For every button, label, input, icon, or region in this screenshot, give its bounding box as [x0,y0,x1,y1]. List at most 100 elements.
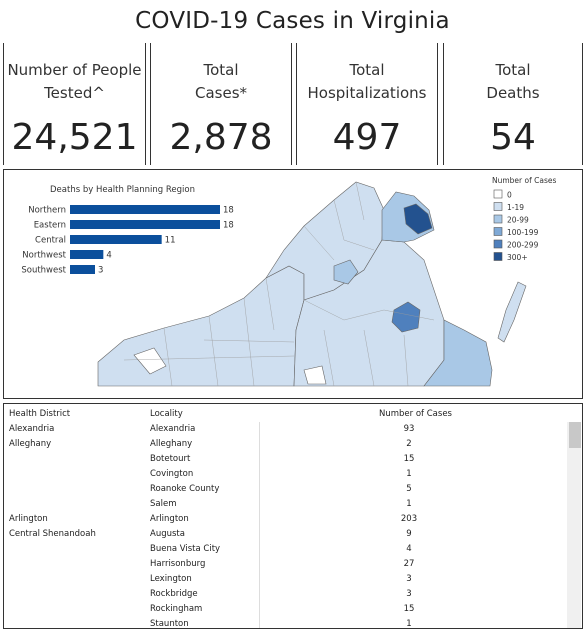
kpi-label-line2: Tested^ [44,84,105,102]
bar-chart: Northern 18 Eastern 18 Central 11 Northwest 4 So… [21,205,234,276]
table-row[interactable]: Central Shenandoah Augusta 9 [4,527,566,542]
scrollbar-thumb[interactable] [569,422,581,448]
legend-swatch[interactable] [493,227,503,236]
bar-value-label: 4 [106,251,111,261]
table-row[interactable]: Staunton 1 [4,617,566,629]
cell-locality: Augusta [150,529,185,539]
legend-swatch[interactable] [493,252,503,261]
kpi-label: Total Cases* [151,43,291,105]
bar-category-label: Northwest [22,251,66,261]
table-row[interactable]: Alexandria Alexandria 93 [4,422,566,437]
table-header-district[interactable]: Health District [9,409,71,419]
cell-district: Central Shenandoah [9,529,96,539]
kpi-label-line1: Total [349,61,385,79]
table-row[interactable]: Botetourt 15 [4,452,566,467]
cell-cases: 203 [400,514,418,524]
cell-cases: 27 [403,559,415,569]
cell-locality: Rockingham [150,604,203,614]
legend-title: Number of Cases [492,176,556,185]
table-scrollbar[interactable] [567,422,581,628]
cell-locality: Botetourt [150,454,191,464]
table-row[interactable]: Harrisonburg 27 [4,557,566,572]
kpi-label-line2: Deaths [486,84,540,102]
cell-district: Arlington [9,514,48,524]
cell-locality: Staunton [150,619,189,629]
cell-cases: 3 [406,589,412,599]
legend-swatch[interactable] [493,202,503,211]
cell-cases: 9 [406,529,412,539]
table-header-cases[interactable]: Number of Cases [379,409,452,419]
legend-label: 20-99 [507,216,529,225]
column-divider [259,422,260,628]
kpi-label: Number of People Tested^ [4,43,145,105]
legend-label: 300+ [507,253,528,262]
bar-value-label: 18 [223,206,234,216]
map-region-southwest[interactable] [97,265,305,387]
map-region-harrisonburg[interactable] [333,259,359,285]
cell-cases: 1 [406,619,412,629]
kpi-total-hospitalizations[interactable]: Total Hospitalizations 497 [296,43,438,165]
cell-locality: Lexington [150,574,192,584]
cell-locality: Buena Vista City [150,544,221,554]
page-title: COVID-19 Cases in Virginia [135,8,450,34]
cell-locality: Harrisonburg [150,559,206,569]
map-region-white-counties[interactable] [133,347,327,385]
cell-cases: 1 [406,469,412,479]
table-row[interactable]: Rockingham 15 [4,602,566,617]
kpi-total-cases[interactable]: Total Cases* 2,878 [150,43,292,165]
map-region-eastern-shore[interactable] [497,281,527,343]
map-region-richmond[interactable] [391,301,421,333]
table-row[interactable]: Arlington Arlington 203 [4,512,566,527]
kpi-label-line2: Cases* [194,84,248,102]
legend-label: 200-299 [507,241,539,250]
bar-value-label: 3 [98,266,103,276]
legend-swatch[interactable] [493,239,503,249]
cell-cases: 15 [403,604,415,614]
cell-locality: Salem [150,499,177,509]
kpi-label: Total Hospitalizations [297,43,437,105]
cell-district: Alleghany [9,439,52,449]
bar-southwest[interactable] [70,265,95,274]
legend-swatch[interactable] [493,189,503,199]
virginia-map[interactable] [97,181,527,387]
legend-label: 1-19 [507,203,524,212]
bar-category-label: Northern [28,206,66,216]
kpi-label-line2: Hospitalizations [307,84,427,102]
legend-swatch[interactable] [493,214,503,224]
table-row[interactable]: Covington 1 [4,467,566,482]
table-header-locality[interactable]: Locality [150,409,183,419]
kpi-total-deaths[interactable]: Total Deaths 54 [443,43,583,165]
cases-table[interactable]: Health District Locality Number of Cases… [3,403,583,629]
map-legend: 0 1-19 20-99 100-199 200-299 300+ [493,189,539,262]
table-row[interactable]: Alleghany Alleghany 2 [4,437,566,452]
kpi-value: 2,878 [169,117,273,158]
table-row[interactable]: Salem 1 [4,497,566,512]
cell-cases: 3 [406,574,412,584]
bar-category-label: Eastern [34,221,66,231]
map-region-central[interactable] [293,239,445,387]
table-row[interactable]: Roanoke County 5 [4,482,566,497]
map-chart-svg: Deaths by Health Planning Region Norther… [21,176,556,387]
bar-eastern[interactable] [70,220,220,229]
map-region-eastern[interactable] [423,319,493,387]
map-region-northern-dense[interactable] [403,203,433,235]
bar-central[interactable] [70,235,162,244]
county-borders [123,181,435,387]
table-row[interactable]: Lexington 3 [4,572,566,587]
cell-locality: Alleghany [150,439,193,449]
cell-cases: 5 [406,484,412,494]
bar-value-label: 11 [165,236,176,246]
cell-cases: 15 [403,454,415,464]
kpi-label-line1: Total [203,61,239,79]
bar-value-label: 18 [223,221,234,231]
kpi-label: Total Deaths [444,43,582,105]
kpi-value: 24,521 [11,117,138,158]
bar-chart-title: Deaths by Health Planning Region [50,185,195,195]
bar-northern[interactable] [70,205,220,214]
table-row[interactable]: Buena Vista City 4 [4,542,566,557]
bar-northwest[interactable] [70,250,104,259]
kpi-people-tested[interactable]: Number of People Tested^ 24,521 [3,43,146,165]
cell-district: Alexandria [9,424,55,434]
table-body: Alexandria Alexandria 93 Alleghany Alleghany… [4,422,566,629]
table-row[interactable]: Rockbridge 3 [4,587,566,602]
